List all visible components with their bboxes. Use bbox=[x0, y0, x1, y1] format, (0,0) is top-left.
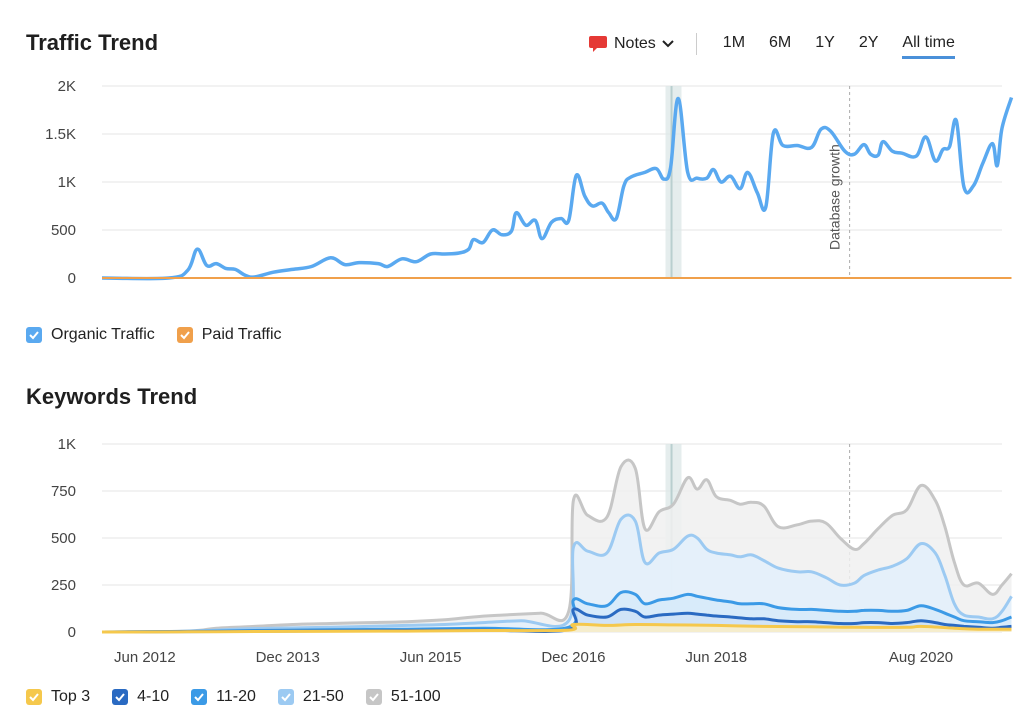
traffic-trend-title: Traffic Trend bbox=[26, 30, 159, 55]
legend-21-50[interactable]: 21-50 bbox=[277, 688, 344, 706]
legend-label: 11-20 bbox=[216, 688, 256, 705]
y-tick-label: 1K bbox=[58, 436, 76, 453]
legend-11-20[interactable]: 11-20 bbox=[191, 688, 256, 706]
series-line-21-50 bbox=[101, 513, 1013, 634]
y-tick-label: 2K bbox=[58, 78, 76, 95]
series-line-4-10 bbox=[101, 607, 1012, 634]
legend-label: 21-50 bbox=[302, 688, 344, 705]
51-100-checkbox[interactable] bbox=[365, 689, 382, 705]
check-icon bbox=[115, 693, 125, 702]
x-tick-label: Jun 2012 bbox=[114, 649, 176, 666]
organic-traffic-checkbox[interactable] bbox=[26, 327, 42, 343]
check-icon bbox=[29, 331, 39, 340]
legend-label: Organic Traffic bbox=[51, 326, 155, 343]
chevron-down-icon bbox=[662, 40, 674, 48]
series-line-organic-traffic bbox=[101, 96, 1014, 281]
4-10-checkbox[interactable] bbox=[112, 689, 129, 705]
y-tick-label: 500 bbox=[51, 530, 76, 547]
x-tick-label: Dec 2016 bbox=[541, 649, 605, 666]
toolbar-divider bbox=[695, 33, 697, 55]
y-tick-label: 1.5K bbox=[45, 126, 76, 143]
period-1m-button[interactable]: 1M bbox=[722, 33, 746, 51]
check-icon bbox=[180, 331, 190, 340]
top-3-checkbox[interactable] bbox=[26, 689, 42, 705]
series-area-top-3 bbox=[102, 624, 1012, 632]
period-2y-button[interactable]: 2Y bbox=[858, 33, 879, 51]
y-tick-label: 750 bbox=[51, 483, 76, 500]
check-icon bbox=[369, 693, 379, 702]
database-growth-annotation: Database growth bbox=[827, 144, 843, 250]
11-20-checkbox[interactable] bbox=[191, 689, 208, 705]
legend-paid-traffic[interactable]: Paid Traffic bbox=[176, 326, 282, 344]
legend-label: 51-100 bbox=[390, 688, 441, 705]
speech-bubble-icon bbox=[589, 36, 607, 52]
keywords-trend-title: Keywords Trend bbox=[26, 384, 198, 409]
traffic-trend-chart: 0 500 1K 1.5K 2K Database growth bbox=[45, 78, 1014, 287]
x-tick-label: Dec 2013 bbox=[256, 649, 320, 666]
legend-label: Top 3 bbox=[51, 688, 91, 705]
traffic-legend: Organic Traffic Paid Traffic bbox=[26, 326, 304, 344]
notes-dropdown[interactable]: Notes bbox=[588, 35, 674, 53]
y-tick-label: 250 bbox=[51, 577, 76, 594]
series-line-top-3 bbox=[101, 622, 1012, 634]
paid-traffic-checkbox[interactable] bbox=[176, 327, 193, 343]
legend-4-10[interactable]: 4-10 bbox=[112, 688, 169, 706]
notes-label: Notes bbox=[614, 35, 656, 52]
period-6m-button[interactable]: 6M bbox=[769, 33, 792, 51]
keywords-trend-chart: 0 250 500 750 1K Jun 2012 Dec 2013 Jun 2015 Dec … bbox=[51, 436, 1013, 666]
series-area-21-50 bbox=[102, 515, 1012, 632]
period-toolbar: Notes 1M 6M 1Y 2Y All time bbox=[588, 30, 967, 59]
period-1y-button[interactable]: 1Y bbox=[815, 33, 835, 51]
x-tick-label: Jun 2015 bbox=[400, 649, 462, 666]
keywords-legend: Top 3 4-10 11-20 21-50 51-100 bbox=[26, 688, 463, 706]
y-tick-label: 500 bbox=[51, 222, 76, 239]
check-icon bbox=[194, 693, 204, 702]
legend-51-100[interactable]: 51-100 bbox=[365, 688, 441, 706]
x-tick-label: Jun 2018 bbox=[685, 649, 747, 666]
series-line-51-100 bbox=[101, 458, 1013, 634]
legend-organic-traffic[interactable]: Organic Traffic bbox=[26, 326, 155, 344]
y-tick-label: 0 bbox=[68, 270, 76, 287]
y-tick-label: 0 bbox=[68, 624, 76, 641]
legend-label: Paid Traffic bbox=[201, 326, 282, 343]
legend-top-3[interactable]: Top 3 bbox=[26, 688, 90, 706]
legend-label: 4-10 bbox=[137, 688, 170, 705]
y-tick-label: 1K bbox=[58, 174, 76, 191]
period-all-time-button[interactable]: All time bbox=[902, 34, 955, 59]
highlight-band bbox=[665, 86, 682, 278]
check-icon bbox=[281, 693, 291, 702]
check-icon bbox=[29, 693, 39, 702]
x-tick-label: Aug 2020 bbox=[889, 649, 953, 666]
21-50-checkbox[interactable] bbox=[277, 689, 294, 705]
